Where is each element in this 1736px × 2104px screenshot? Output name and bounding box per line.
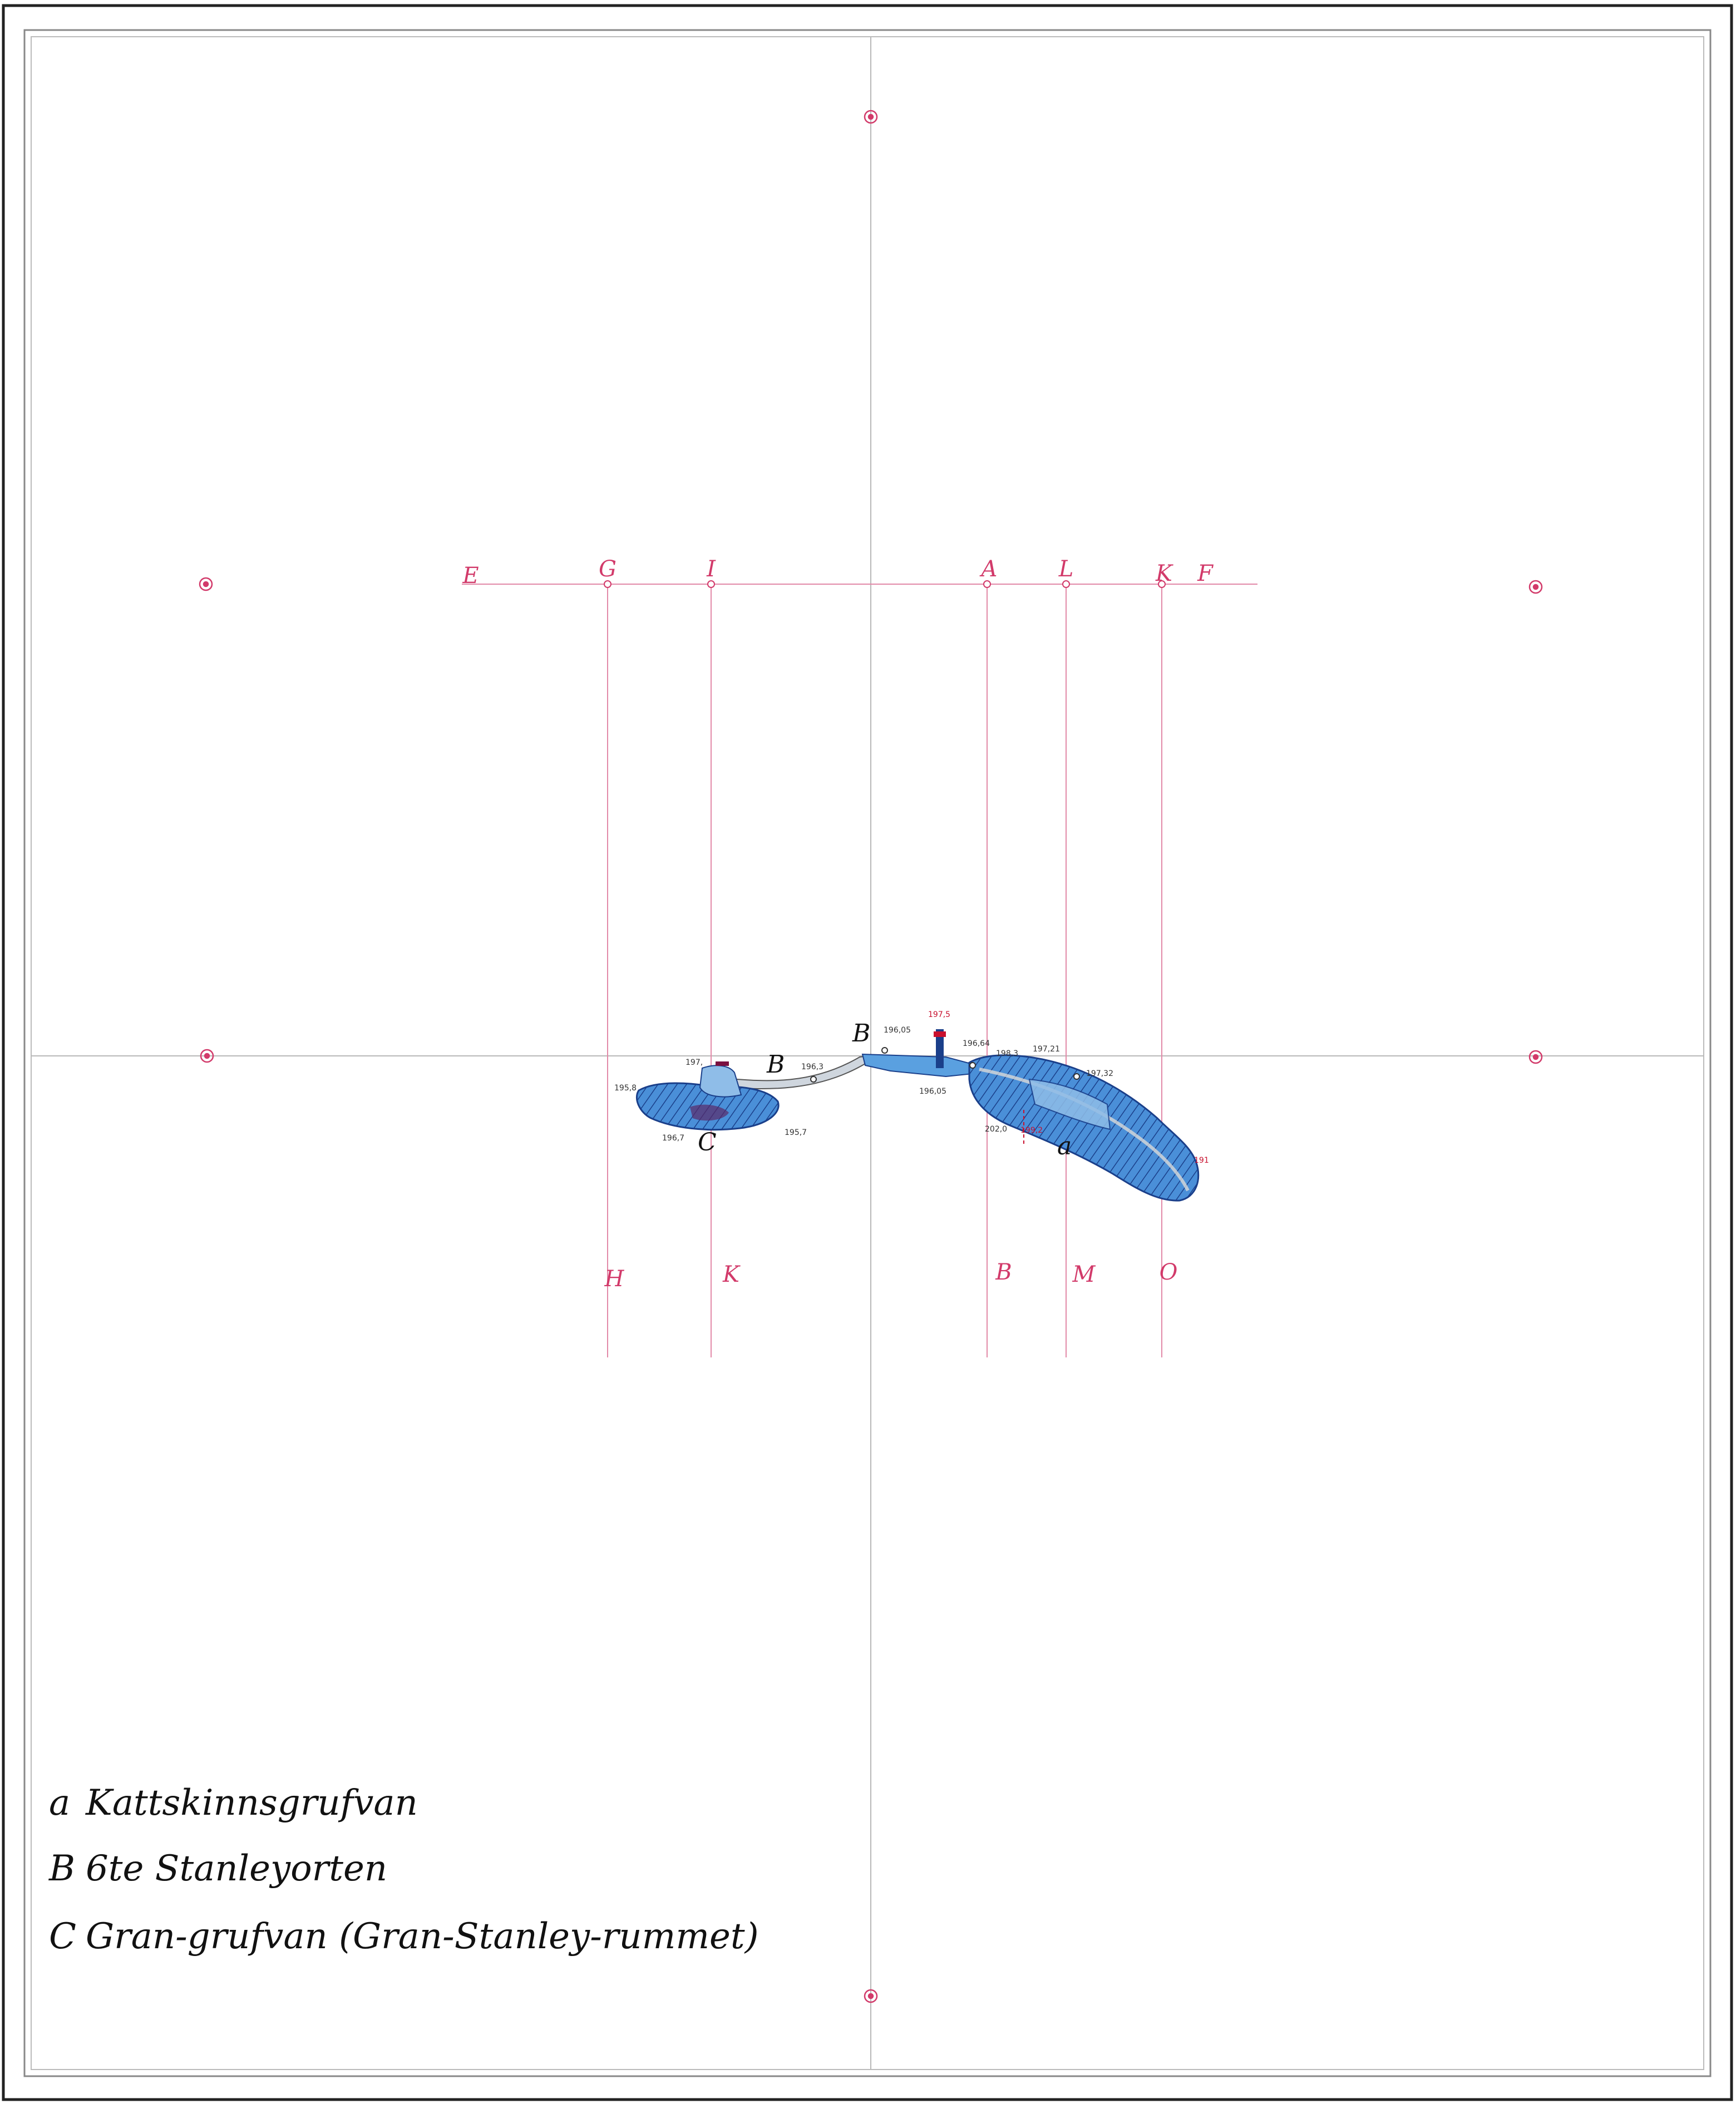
coordinate-grid	[31, 37, 1704, 2070]
elevation-label: 197,21	[1033, 1045, 1060, 1054]
elevation-label: 197,	[685, 1058, 703, 1067]
mine-letter-a: a	[1057, 1132, 1072, 1160]
grid-letter-bottom: B	[995, 1260, 1012, 1285]
legend-item-a-label: Kattskinnsgrufvan	[85, 1782, 418, 1824]
grid-letter-top: A	[979, 556, 998, 582]
mine-letter-b-left: B	[766, 1050, 785, 1079]
shaft-marker-gran	[716, 1061, 729, 1066]
elevation-label: 199,2	[1020, 1126, 1043, 1135]
grid-markers	[199, 110, 1543, 2003]
elevation-label: 191	[1194, 1156, 1209, 1165]
elevation-label: 196,05	[884, 1026, 911, 1035]
elevation-label: 196,7	[662, 1134, 684, 1143]
elevation-label: 197,5	[928, 1010, 950, 1019]
legend-item-c-key: C	[49, 1916, 76, 1957]
elevation-labels: 197, 195,8 196,3 196,7 195,7 196,05 197,…	[614, 1010, 1209, 1165]
grid-letters-top: E G I A L K F	[462, 556, 1214, 589]
legend-item-b-label: 6te Stanleyorten	[86, 1848, 387, 1889]
elevation-label: 195,8	[614, 1084, 637, 1093]
mine-letter-c: C	[698, 1128, 717, 1157]
grid-letter-top: G	[599, 556, 617, 582]
grid-marker-bottom	[864, 1989, 878, 2003]
grid-letter-top: K	[1155, 561, 1173, 586]
legend: a Kattskinnsgrufvan B 6te Stanleyorten C…	[48, 1782, 759, 1957]
grid-letters-bottom: H K B M O	[604, 1260, 1178, 1292]
grid-letter-bottom: M	[1072, 1262, 1096, 1287]
elevation-label: 198,3	[996, 1049, 1018, 1058]
elevation-label: 196,3	[801, 1063, 823, 1071]
legend-item-b-key: B	[48, 1848, 75, 1889]
legend-item-a-key: a	[49, 1782, 70, 1824]
elevation-label: 195,7	[785, 1128, 807, 1137]
legend-item-c-label: Gran-grufvan (Gran-Stanley-rummet)	[86, 1916, 759, 1957]
grid-marker-left-upper	[199, 577, 213, 591]
grid-letter-top: E	[462, 563, 479, 589]
elevation-label: 197,32	[1086, 1069, 1113, 1078]
map-frame	[2, 4, 1733, 2101]
grid-marker-left-middle	[200, 1049, 214, 1063]
mine-body-central	[861, 1053, 974, 1078]
grid-letter-bottom: H	[604, 1266, 625, 1292]
grid-marker-top	[864, 110, 878, 124]
mine-workings	[635, 1029, 1200, 1202]
survey-points	[604, 580, 1166, 588]
mine-letter-b-center: B	[852, 1019, 870, 1048]
elevation-label: 202,0	[985, 1125, 1007, 1134]
mine-core-gran	[690, 1104, 729, 1121]
gallery-stanley	[723, 1055, 869, 1090]
mine-body-kattskinn	[968, 1054, 1200, 1202]
grid-letter-top: L	[1058, 556, 1074, 582]
mine-body-gran-upper	[699, 1065, 742, 1098]
grid-letter-top: I	[706, 556, 716, 582]
shaft-central	[936, 1029, 944, 1068]
shaft-central-top	[934, 1031, 946, 1037]
grid-marker-right-upper	[1528, 580, 1543, 594]
grid-marker-right-middle	[1528, 1050, 1543, 1064]
grid-letter-top: F	[1197, 561, 1214, 586]
elevation-label: 196,05	[919, 1087, 946, 1096]
mine-sub-kattskinn	[1028, 1078, 1111, 1130]
mine-letters: a B B C	[698, 1019, 1072, 1160]
survey-lines	[462, 584, 1257, 1357]
mine-ridge-kattskinn	[979, 1068, 1190, 1192]
elevation-label: 196,64	[963, 1039, 990, 1048]
grid-letter-bottom: O	[1160, 1260, 1178, 1285]
grid-letter-bottom: K	[722, 1262, 741, 1287]
